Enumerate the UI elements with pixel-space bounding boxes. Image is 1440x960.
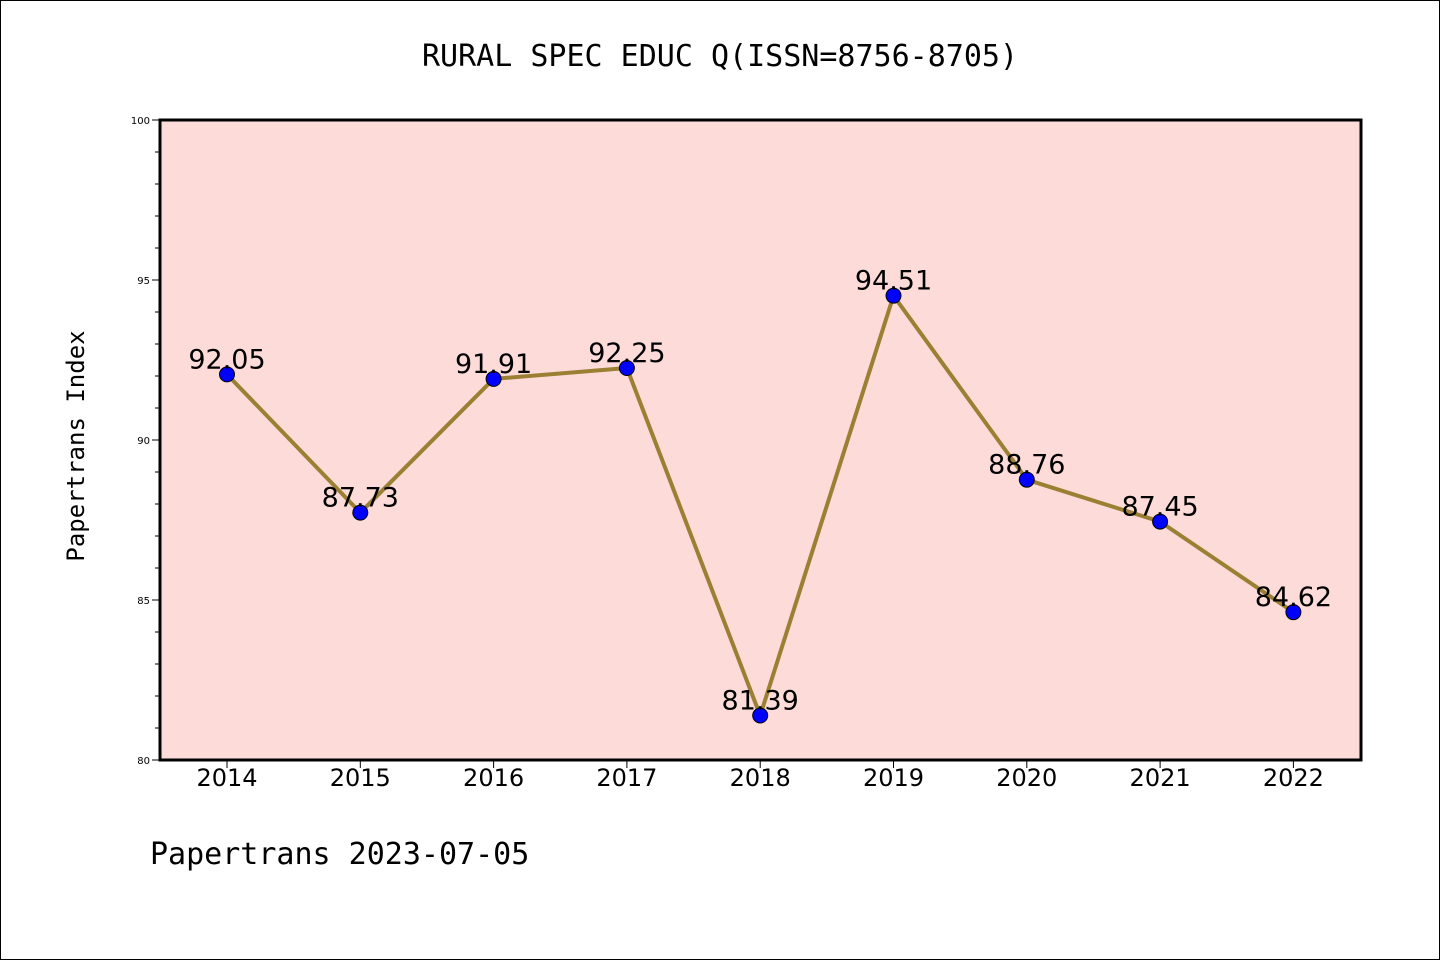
plot-area [160,120,1361,760]
x-tick-label: 2014 [196,764,257,792]
data-markers [219,287,1302,724]
y-tick-label: 80 [137,756,150,767]
x-tick-label: 2019 [863,764,924,792]
y-tick-label: 90 [137,436,150,447]
y-tick-label: 100 [131,116,150,127]
x-tick-label: 2021 [1130,764,1191,792]
x-tick-label: 2015 [330,764,391,792]
data-label: 87.73 [322,483,399,514]
data-label: 87.45 [1121,492,1198,523]
x-tick-label: 2020 [996,764,1057,792]
data-label: 88.76 [988,450,1065,481]
data-point-marker [885,287,902,304]
data-label: 81.39 [722,686,799,717]
data-labels: 92.05 87.73 91.91 92.25 81.39 94.51 88.76 87.45… [188,266,1332,717]
data-point-marker [618,360,635,376]
data-point-marker [352,504,369,521]
y-tick-label: 85 [137,596,150,607]
data-point-marker [1152,513,1169,530]
footer-source-date: Papertrans 2023-07-05 [150,837,529,872]
x-tick-label: 2022 [1263,764,1324,792]
data-label: 92.25 [588,338,665,369]
chart-title: RURAL SPEC EDUC Q(ISSN=8756-8705) [422,39,1018,74]
y-axis-label: Papertrans Index [62,330,90,561]
data-label: 92.05 [188,344,265,375]
x-tick-label: 2016 [463,764,524,792]
data-label: 91.91 [455,349,532,380]
data-label: 94.51 [855,266,932,297]
data-point-marker [752,707,769,724]
x-tick-label: 2018 [730,764,791,792]
y-axis: 80 85 90 95 100 [131,116,160,767]
data-point-marker [485,370,502,387]
data-point-marker [1018,471,1035,488]
data-point-marker [219,366,235,383]
x-tick-label: 2017 [596,764,657,792]
data-point-marker [1285,604,1302,621]
y-tick-label: 95 [137,276,150,287]
plot-border [158,118,1363,762]
x-axis: 2014 2015 2016 2017 2018 2019 2020 2021 2022 [196,760,1324,792]
data-label: 84.62 [1255,582,1332,613]
